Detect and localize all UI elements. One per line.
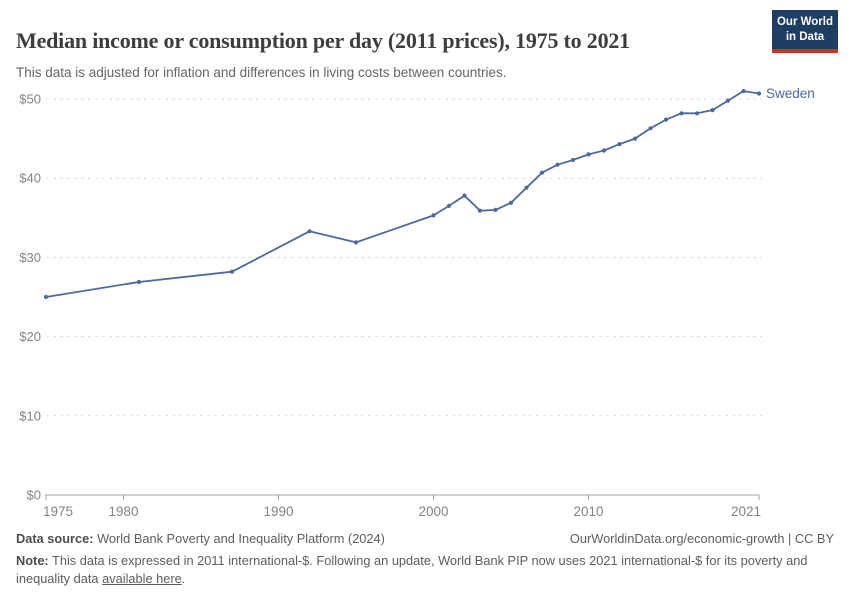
y-axis-label-$0: $0: [27, 488, 41, 503]
note: Note: This data is expressed in 2011 int…: [16, 552, 816, 588]
owid-logo[interactable]: Our World in Data: [772, 10, 838, 53]
x-axis-label-1975: 1975: [43, 504, 73, 519]
data-point-sweden-2005[interactable]: [508, 200, 514, 205]
data-point-sweden-2010[interactable]: [586, 152, 591, 157]
x-axis-label-1980: 1980: [108, 504, 138, 519]
data-point-sweden-2002[interactable]: [462, 193, 467, 198]
owid-logo-line2: in Data: [785, 30, 825, 43]
owid-logo-line1: Our World: [776, 16, 833, 28]
data-point-sweden-2019[interactable]: [725, 98, 731, 103]
data-point-sweden-2001[interactable]: [446, 203, 452, 208]
data-point-sweden-2009[interactable]: [570, 157, 576, 163]
data-point-sweden-2015[interactable]: [663, 117, 669, 122]
data-point-sweden-1981[interactable]: [136, 279, 142, 285]
credit-link[interactable]: OurWorldinData.org/economic-growth | CC …: [569, 531, 834, 546]
x-axis-label-1990: 1990: [263, 504, 293, 519]
datasource: Data source: World Bank Poverty and Ineq…: [16, 531, 385, 546]
data-point-sweden-1975[interactable]: [43, 294, 49, 300]
chart-subtitle: This data is adjusted for inflation and …: [16, 64, 507, 80]
y-axis-label-$50: $50: [19, 92, 41, 107]
data-point-sweden-2007[interactable]: [539, 170, 545, 175]
page-title: Median income or consumption per day (20…: [16, 27, 630, 53]
chart-footer: Data source: World Bank Poverty and Ineq…: [16, 531, 834, 588]
note-text-end: .: [181, 571, 186, 586]
data-point-sweden-2016[interactable]: [679, 111, 684, 116]
note-label: Note:: [16, 553, 49, 568]
datasource-label: Data source:: [16, 531, 94, 546]
available-here-link[interactable]: available here: [102, 571, 182, 586]
datasource-row: Data source: World Bank Poverty and Ineq…: [16, 531, 834, 546]
y-axis-label-$10: $10: [19, 408, 41, 423]
x-axis-label-2010: 2010: [573, 504, 603, 519]
data-point-sweden-2013[interactable]: [632, 136, 638, 141]
data-point-sweden-2008[interactable]: [555, 162, 560, 167]
data-point-sweden-2006[interactable]: [524, 185, 529, 190]
data-point-sweden-2018[interactable]: [710, 108, 715, 113]
y-axis-label-$30: $30: [19, 250, 41, 265]
data-point-sweden-2021[interactable]: [756, 91, 762, 96]
data-point-sweden-1992[interactable]: [307, 229, 312, 234]
y-axis-label-$40: $40: [19, 171, 41, 186]
data-point-sweden-2017[interactable]: [694, 111, 700, 116]
data-point-sweden-2003[interactable]: [477, 208, 483, 213]
data-point-sweden-1995[interactable]: [353, 240, 359, 245]
data-point-sweden-2004[interactable]: [493, 207, 498, 212]
data-point-sweden-2012[interactable]: [617, 142, 622, 147]
data-point-sweden-2011[interactable]: [601, 148, 607, 153]
x-axis-label-2000: 2000: [418, 504, 448, 519]
datasource-value: World Bank Poverty and Inequality Platfo…: [93, 531, 385, 546]
data-point-sweden-2000[interactable]: [431, 213, 436, 218]
data-point-sweden-2014[interactable]: [648, 126, 653, 131]
data-point-sweden-1987[interactable]: [229, 269, 235, 274]
note-text: This data is expressed in 2011 internati…: [16, 553, 808, 586]
y-axis-label-$20: $20: [19, 329, 41, 344]
data-point-sweden-2020[interactable]: [741, 89, 746, 94]
x-axis-label-2021: 2021: [731, 504, 761, 519]
series-line-sweden[interactable]: [45, 90, 760, 298]
entity-label-sweden[interactable]: Sweden: [766, 86, 815, 101]
